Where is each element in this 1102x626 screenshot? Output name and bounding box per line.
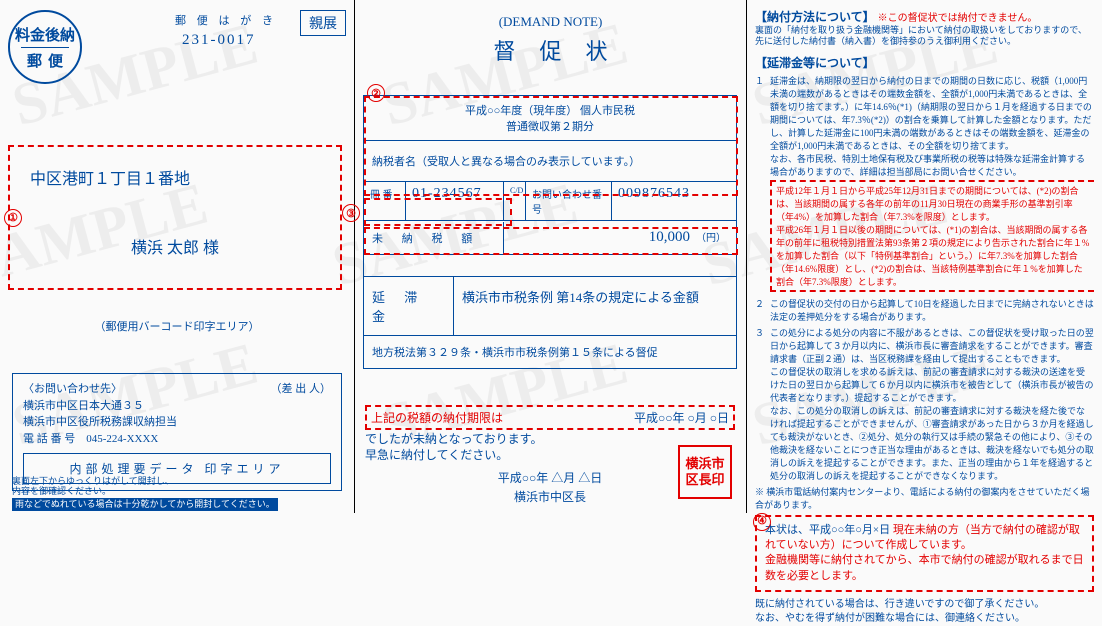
tax-period: 普通徴収第２期分 [506,118,594,134]
seal-line2: 区長印 [685,472,724,488]
creation-notice-box: ④ 本状は、平成○○年○月×日 現在未納の方（当方で納付の確認が取れていない方）… [755,515,1094,593]
item-num-3: ３ [755,326,764,482]
closing-line-2: なお、やむを得ず納付が困難な場合には、御連絡ください。 [755,612,1094,626]
closing-line-1: 既に納付されている場合は、行き違いですので御了承ください。 [755,598,1094,612]
tel-number: 045-224-XXXX [86,433,158,445]
postage-paid-stamp: 料金後納 郵便 [8,10,82,84]
yen-unit: （円） [696,233,726,244]
sender-addr: 横浜市中区日本大通３５ [23,398,331,415]
marker-2: ② [367,84,385,102]
book-no-value: 01-234567 [412,186,482,201]
delay-item-3: この処分による処分の内容に不服があるときは、この督促状を受け取った日の翌日から起… [770,326,1094,365]
confidential-mark: 親展 [300,10,346,36]
postcard-front: 料金後納 郵便 郵 便 は が き 231-0017 親展 ① 中区港町１丁目１… [0,0,355,513]
marker-1: ① [4,209,22,227]
box4-line2: 金融機関等に納付されてから、本市で納付の確認が取れるまで日数を必要とします。 [765,553,1084,584]
deadline-date: 平成○○年 ○月 ○日 [634,409,729,426]
postcard-label: 郵 便 は が き [175,12,277,28]
seal-line1: 横浜市 [685,456,724,472]
stamp-line2: 郵便 [21,47,69,71]
demand-note-panel: (DEMAND NOTE) 督促状 ② ③ 平成○○年度（現年度） 個人市民税 … [355,0,747,513]
open-note-1: 裏面左下からゆっくりはがして開封し、 内容を御確認ください。 [12,476,343,498]
taxpayer-note: 納税者名（受取人と異なる場合のみ表示しています。） [372,153,640,169]
box4-prefix: 本状は、平成○○年○月×日 [765,524,893,536]
item-num-2: ２ [755,297,764,323]
tax-details-table: ③ 平成○○年度（現年度） 個人市民税 普通徴収第２期分 納税者名（受取人と異な… [363,95,737,369]
tel-label: 電 話 番 号 [23,433,75,445]
delay-rate-note-1: 平成12年１月１日から平成25年12月31日までの期間については、(*2)の割合… [776,184,1090,223]
item-num-1: １ [755,74,764,294]
delay-rate-note-2: 平成26年１月１日以後の期間については、(*1)の割合は、当該期間の属する各年の… [776,223,1090,288]
address-box: ① 中区港町１丁目１番地 横浜 太郎 様 [8,145,342,290]
open-note-2: 雨などでぬれている場合は十分乾かしてから開封してください。 [12,498,278,511]
unpaid-amount-value: 10,000 [649,229,690,245]
official-seal: 横浜市 区長印 [678,445,732,499]
marker-4: ④ [753,513,771,531]
inquiry-title: 〈お問い合わせ先〉 [23,380,122,396]
fiscal-year: 平成○○年度（現年度） 個人市民税 [465,102,635,118]
delay-charge-label: 延 滞 金 [364,277,454,335]
delay-item-1: 延滞金は、納期限の翌日から納付の日までの期間の日数に応じ、税額（1,000円未満… [770,74,1094,152]
call-center-note: ※ 横浜市電話納付案内センターより、電話による納付の御案内をさせていただく場合が… [755,485,1094,511]
open-instructions: 裏面左下からゆっくりはがして開封し、 内容を御確認ください。 雨などでぬれている… [0,476,355,513]
stamp-line1: 料金後納 [15,24,75,45]
postal-code: 231-0017 [182,32,256,49]
delay-item-3-sub2: なお、この処分の取消しの訴えは、前記の審査請求に対する裁決を経た後でなければ提起… [770,404,1094,482]
recipient-name: 横浜 太郎 様 [30,234,320,258]
sender-title: （差 出 人） [271,380,332,396]
delay-item-2: この督促状の交付の日から起算して10日を経過した日までに完納されないときは法定の… [770,297,1094,323]
delay-item-3-sub: この督促状の取消しを求める訴えは、前記の審査請求に対する裁決の送達を受けた日の翌… [770,365,1094,404]
delay-charge-value: 横浜市市税条例 第14条の規定による金額 [454,277,736,335]
marker-3: ③ [342,204,360,222]
delay-heading: 【延滞金等について】 [755,54,1094,71]
barcode-area-label: （郵便用バーコード印字エリア） [0,318,354,334]
inquiry-no-value: 009876543 [618,186,690,201]
inquiry-no-label: お問い合わせ番号 [532,190,602,216]
sender-office: 横浜市中区役所税務課収納担当 [23,414,331,431]
unpaid-amount-label: 未 納 税 額 [364,222,504,254]
legal-basis: 地方税法第３２９条・横浜市市税条例第１５条による督促 [364,336,736,368]
cannot-pay-note: ※この督促状では納付できません。 [878,13,1038,24]
delay-item-1-sub1: なお、各市民税、特別土地保有税及び事業所税の税等は特殊な延滞金計算する場合があり… [770,152,1094,178]
cd-label: C/D [504,182,526,220]
book-no-label: 冊 番 [370,190,393,201]
recipient-address: 中区港町１丁目１番地 [30,165,320,189]
payment-method-heading: 【納付方法について】 [755,10,869,24]
payment-method-text: 裏面の「納付を取り扱う金融機関等」において納付の取扱いをしておりますので、先に送… [755,25,1094,48]
demand-note-jp: 督促状 [363,34,738,66]
explanation-panel: 【納付方法について】 ※この督促状では納付できません。 裏面の「納付を取り扱う金… [747,0,1102,513]
deadline-prefix: 上記の税額の納付期限は [371,409,503,426]
demand-note-en: (DEMAND NOTE) [363,14,738,30]
sender-box: 〈お問い合わせ先〉 （差 出 人） 横浜市中区日本大通３５ 横浜市中区役所税務課… [12,373,342,492]
